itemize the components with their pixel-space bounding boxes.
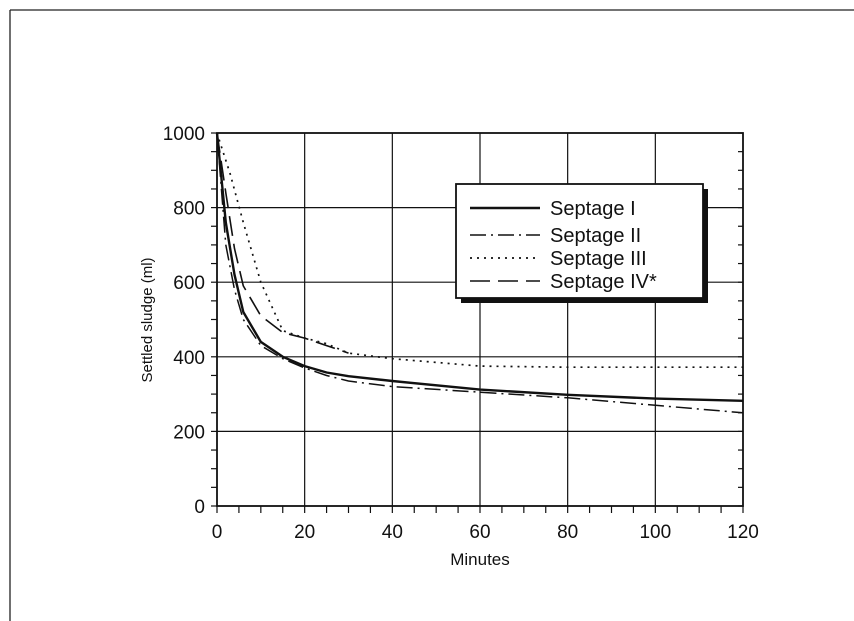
legend-box [455,183,704,299]
y-tick-label: 200 [173,422,205,443]
y-tick-label: 1000 [163,124,205,145]
series-line-2 [216,132,744,414]
y-tick-label: 400 [173,348,205,369]
plot-border [216,132,744,507]
y-tick-label: 800 [173,199,205,220]
series-line-4 [216,132,349,354]
x-tick-label: 60 [469,522,490,543]
x-tick-label: 40 [382,522,403,543]
y-tick-labels: 0 200 400 600 800 1000 [163,124,205,518]
legend-label-4: Septage IV* [550,271,657,293]
y-tick-label: 600 [173,273,205,294]
legend-label-2: Septage II [550,225,641,247]
series-lines [215,132,744,414]
x-tick-label: 80 [557,522,578,543]
x-tick-label: 120 [727,522,759,543]
page-border [9,9,854,621]
x-axis-label: Minutes [450,550,510,569]
y-tick-label: 0 [194,497,205,518]
series-line-3 [216,132,743,369]
x-tick-label: 100 [639,522,671,543]
x-tick-label: 0 [212,522,223,543]
x-tick-label: 20 [294,522,315,543]
series-line-1 [215,132,744,402]
x-tick-labels: 0 20 40 60 80 100 120 [212,522,759,543]
legend-label-3: Septage III [550,248,647,270]
y-axis-label: Settled sludge (ml) [139,257,156,382]
legend-label-1: Septage I [550,198,636,220]
